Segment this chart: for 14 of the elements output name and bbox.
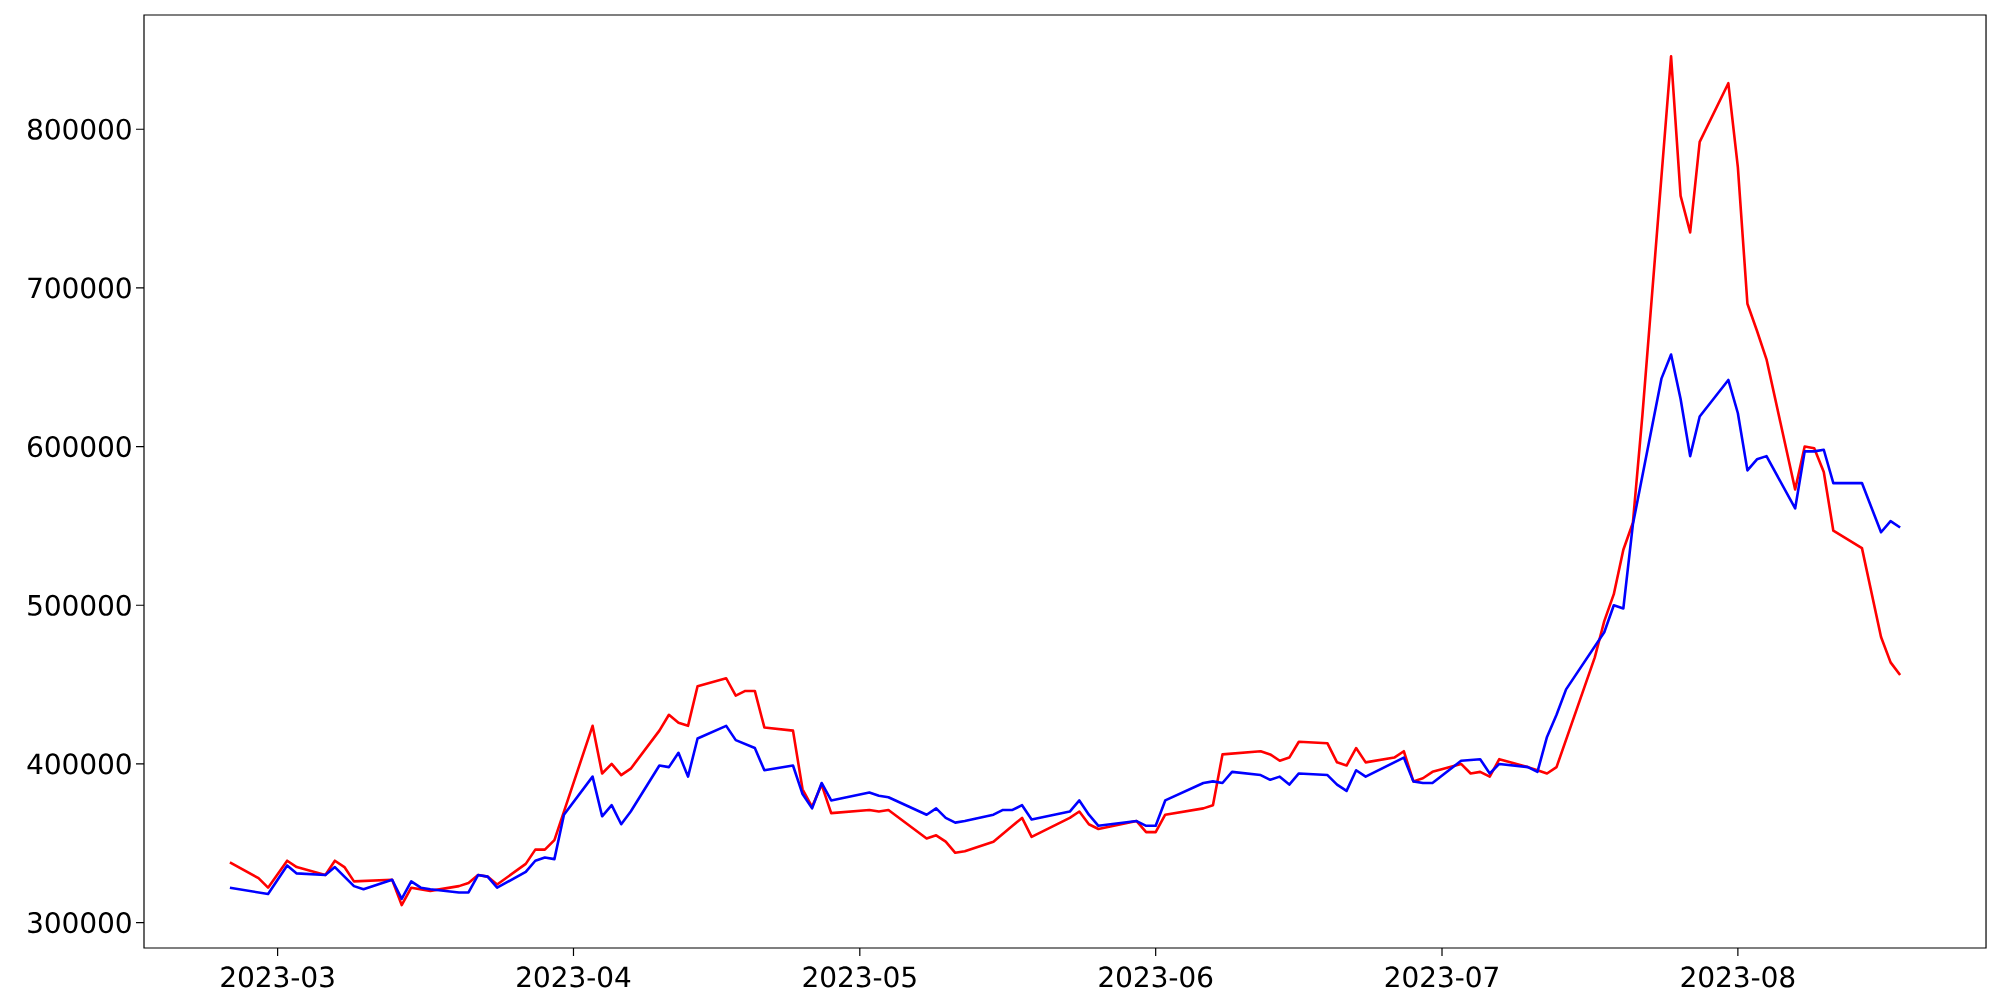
- x-tick-label: 2023-05: [803, 966, 916, 988]
- x-tick-label: 2023-03: [221, 966, 334, 988]
- y-tick-label: 600000: [28, 436, 131, 458]
- y-tick-label: 500000: [28, 594, 131, 616]
- y-tick-label: 400000: [27, 753, 131, 775]
- x-tick-label: 2023-06: [1099, 966, 1213, 988]
- line-series: [228, 54, 1902, 907]
- y-tick-label: 800000: [28, 118, 131, 140]
- x-tick-label: 2023-04: [517, 966, 631, 988]
- line-series: [228, 353, 1902, 901]
- x-tick-label: 2023-07: [1385, 966, 1498, 988]
- y-tick-label: 700000: [28, 277, 131, 299]
- x-tick-label: 2023-08: [1681, 966, 1795, 988]
- y-tick-label: 300000: [28, 912, 131, 934]
